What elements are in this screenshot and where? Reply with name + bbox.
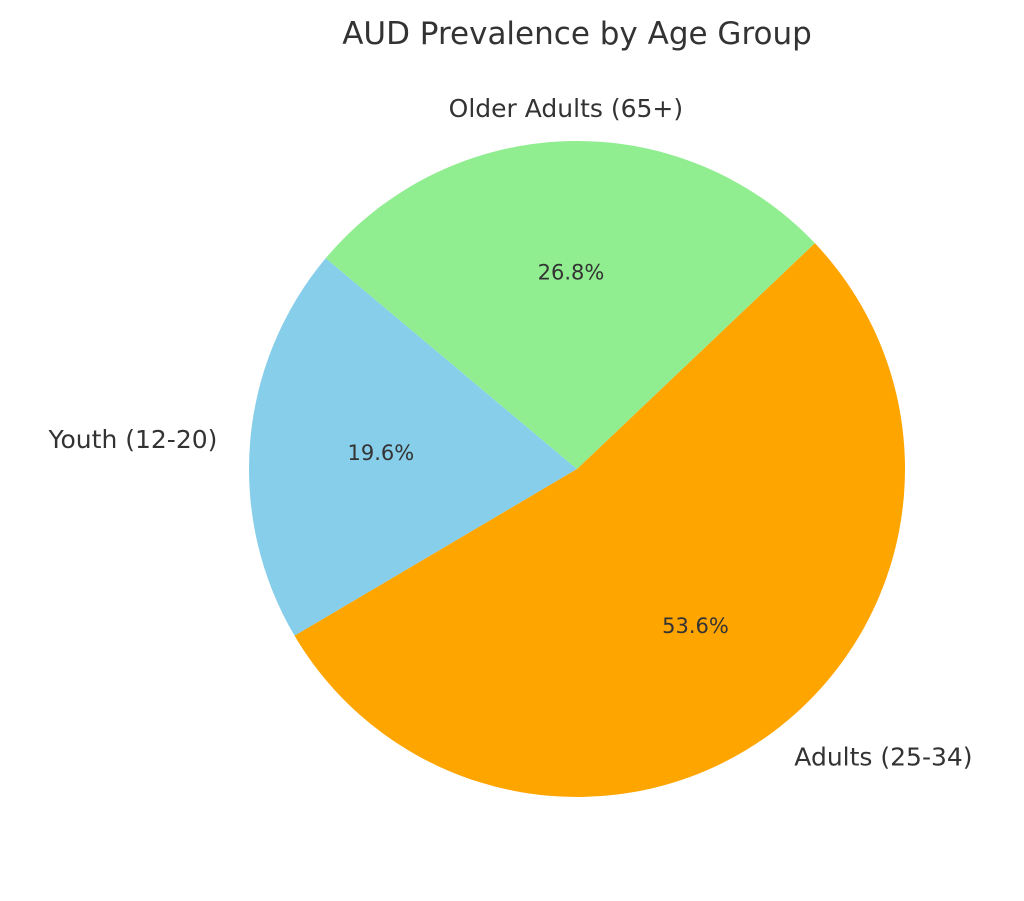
slice-label-older-adults-65: Older Adults (65+) [449, 94, 683, 123]
pie-slice-youth-12-20 [249, 258, 577, 636]
pie-labels: Youth (12-20) 19.6% Adults (25-34) 53.6% Old… [48, 94, 973, 772]
slice-percent-older-adults-65: 26.8% [538, 260, 605, 284]
slice-percent-adults-25-34: 53.6% [662, 614, 729, 638]
pie-slice-adults-25-34 [294, 243, 906, 798]
slice-label-adults-25-34: Adults (25-34) [794, 743, 972, 772]
chart-title: AUD Prevalence by Age Group [342, 16, 812, 52]
slice-label-youth-12-20: Youth (12-20) [48, 425, 218, 454]
pie-slice-older-adults-65 [325, 141, 815, 469]
slice-percent-youth-12-20: 19.6% [348, 441, 415, 465]
pie-slices [249, 141, 906, 798]
